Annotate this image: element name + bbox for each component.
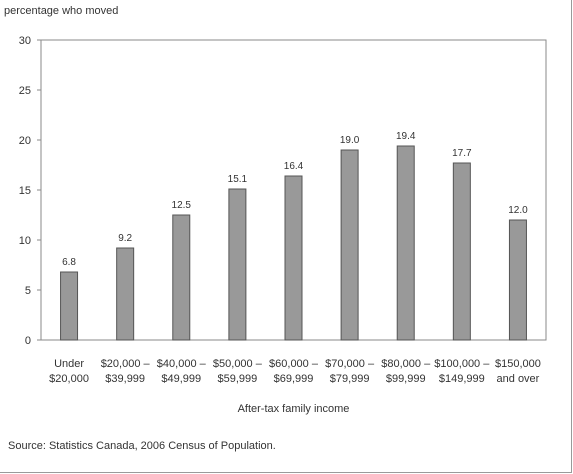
x-category-label: $50,000 – <box>213 358 263 370</box>
bar-value-label: 9.2 <box>118 233 132 244</box>
x-axis-title: After-tax family income <box>238 403 350 415</box>
bar <box>60 271 79 341</box>
bar-value-label: 16.4 <box>284 161 304 172</box>
x-category-label: $20,000 – <box>101 358 151 370</box>
x-category-label: $99,999 <box>386 373 426 385</box>
bar-value-label: 19.0 <box>340 135 360 146</box>
y-tick-label: 25 <box>19 85 31 97</box>
x-category-label: $60,000 – <box>269 358 319 370</box>
y-axis-title: percentage who moved <box>4 5 119 17</box>
y-tick-label: 10 <box>19 235 31 247</box>
y-tick-label: 15 <box>19 185 31 197</box>
bar-value-label: 15.1 <box>228 174 248 185</box>
bar <box>508 219 527 341</box>
x-category-label: $80,000 – <box>381 358 431 370</box>
x-category-label: $79,999 <box>330 373 370 385</box>
bar <box>116 247 135 341</box>
y-tick-label: 5 <box>25 285 31 297</box>
bar <box>340 149 359 341</box>
x-category-label: $150,000 <box>495 358 541 370</box>
x-category-label: Under <box>54 358 84 370</box>
bar <box>452 162 471 341</box>
x-category-label: $100,000 – <box>434 358 490 370</box>
bar <box>172 214 191 341</box>
x-category-label: $49,999 <box>161 373 201 385</box>
bar-value-label: 17.7 <box>452 148 472 159</box>
bar-value-label: 19.4 <box>396 131 416 142</box>
x-category-label: $149,999 <box>439 373 485 385</box>
x-category-label: $39,999 <box>105 373 145 385</box>
y-tick-label: 0 <box>25 335 31 347</box>
bar-value-label: 12.0 <box>508 205 528 216</box>
bar-value-label: 6.8 <box>62 257 76 268</box>
source-note: Source: Statistics Canada, 2006 Census o… <box>8 440 276 452</box>
y-tick-label: 30 <box>19 35 31 47</box>
bar <box>228 188 247 341</box>
y-tick-label: 20 <box>19 135 31 147</box>
x-category-label: $70,000 – <box>325 358 375 370</box>
bar-value-label: 12.5 <box>172 200 192 211</box>
bar <box>396 145 415 341</box>
x-category-label: $40,000 – <box>157 358 207 370</box>
x-category-label: $20,000 <box>49 373 89 385</box>
x-category-label: $69,999 <box>274 373 314 385</box>
plot-area: 0 5 10 15 20 25 30 6.8 Under $20,000 9.2 $20,000 – $… <box>19 35 547 415</box>
x-category-label: and over <box>497 373 540 385</box>
x-category-label: $59,999 <box>218 373 258 385</box>
bar <box>284 175 303 341</box>
